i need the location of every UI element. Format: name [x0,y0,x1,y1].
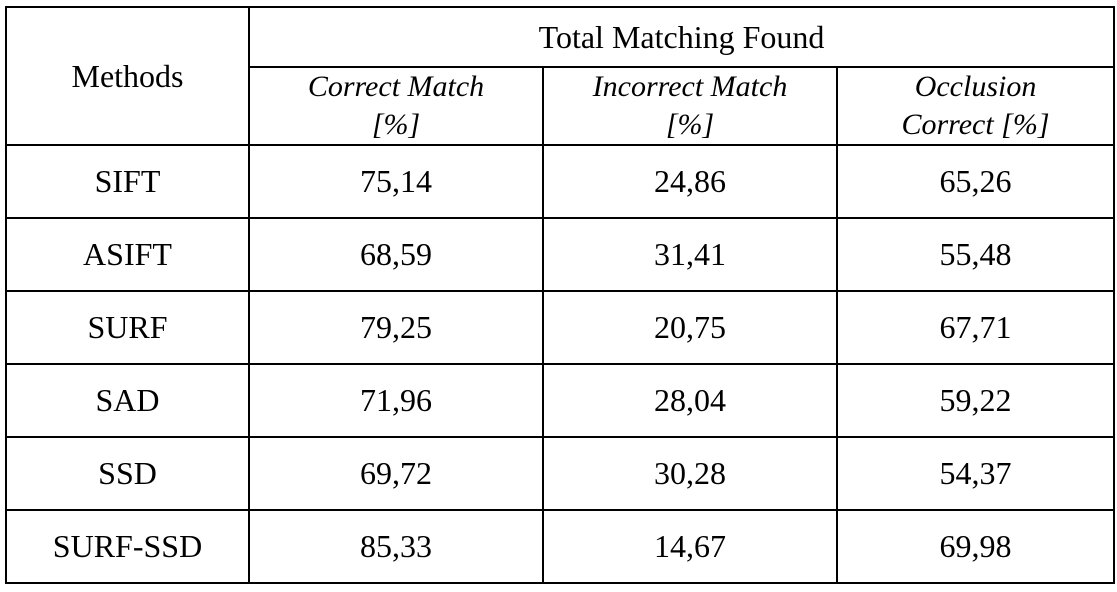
occlusion-correct-cell: 69,98 [835,509,1116,584]
header-row-columns: Correct Match [%] Incorrect Match [%] Oc… [6,66,1116,146]
header-row-group: Methods Total Matching Found [5,6,1116,146]
column-header-occlusion-correct: Occlusion Correct [%] [835,66,1116,146]
group-header: Total Matching Found [247,6,1116,68]
correct-match-cell: 75,14 [248,144,544,219]
occlusion-correct-cell: 54,37 [835,436,1116,511]
method-name-cell: ASIFT [5,217,250,292]
column-header-line1: Incorrect Match [592,70,788,103]
table-row: SURF 79,25 20,75 67,71 [5,290,1116,365]
correct-match-cell: 71,96 [248,363,544,438]
incorrect-match-cell: 20,75 [542,290,838,365]
incorrect-match-cell: 14,67 [542,509,838,584]
incorrect-match-cell: 28,04 [542,363,838,438]
column-header-line2: [%] [665,108,715,141]
results-table: Methods Total Matching Found Correct Mat… [5,6,1116,584]
correct-match-cell: 69,72 [248,436,544,511]
column-header-line1: Correct Match [307,70,485,103]
column-header-line1: Occlusion [914,70,1037,103]
method-name-cell: SURF [5,290,250,365]
column-header-correct-match: Correct Match [%] [248,66,544,146]
column-header-incorrect-match: Incorrect Match [%] [542,66,838,146]
occlusion-correct-cell: 65,26 [835,144,1116,219]
incorrect-match-cell: 31,41 [542,217,838,292]
correct-match-cell: 79,25 [248,290,544,365]
table-row: SURF-SSD 85,33 14,67 69,98 [5,509,1116,584]
table-row: SSD 69,72 30,28 54,37 [5,436,1116,511]
table-row: ASIFT 68,59 31,41 55,48 [5,217,1116,292]
occlusion-correct-cell: 59,22 [835,363,1116,438]
occlusion-correct-cell: 55,48 [835,217,1116,292]
incorrect-match-cell: 24,86 [542,144,838,219]
correct-match-cell: 68,59 [248,217,544,292]
column-header-line2: Correct [%] [901,108,1050,141]
method-name-cell: SIFT [5,144,250,219]
column-header-line2: [%] [371,108,421,141]
method-name-cell: SAD [5,363,250,438]
methods-header: Methods [5,6,250,146]
correct-match-cell: 85,33 [248,509,544,584]
table-row: SIFT 75,14 24,86 65,26 [5,144,1116,219]
occlusion-correct-cell: 67,71 [835,290,1116,365]
method-name-cell: SSD [5,436,250,511]
incorrect-match-cell: 30,28 [542,436,838,511]
method-name-cell: SURF-SSD [5,509,250,584]
table-row: SAD 71,96 28,04 59,22 [5,363,1116,438]
